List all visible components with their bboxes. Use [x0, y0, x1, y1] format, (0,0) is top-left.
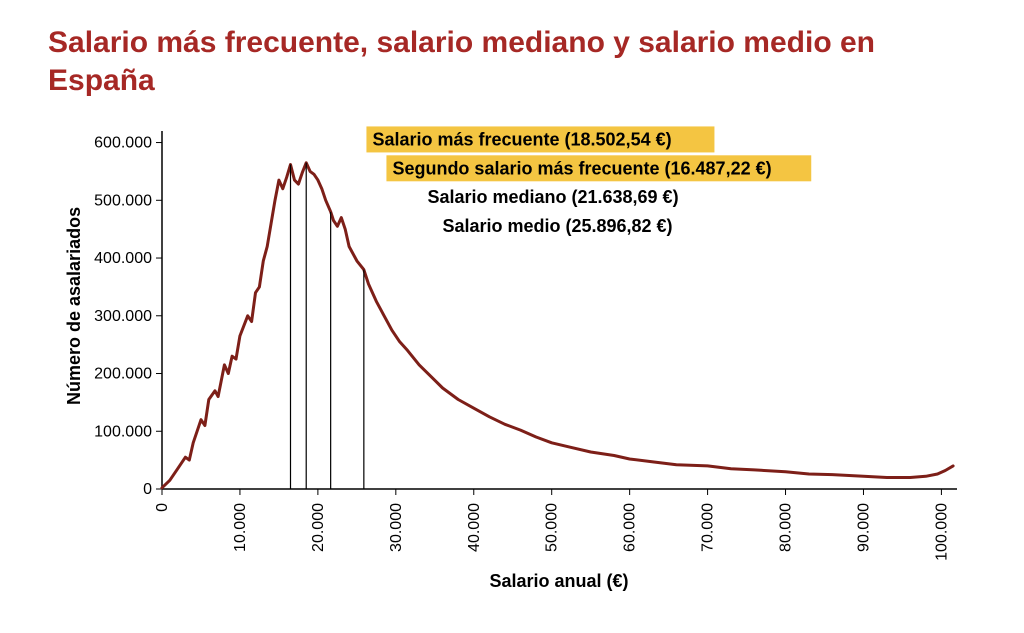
y-tick-label: 500.000 — [94, 192, 152, 209]
y-tick-label: 600.000 — [94, 135, 152, 152]
distribution-line — [162, 163, 953, 488]
x-tick-label: 80.000 — [778, 503, 795, 552]
annotation-label: Salario mediano (21.638,69 €) — [427, 187, 678, 207]
annotation-label: Segundo salario más frecuente (16.487,22… — [392, 158, 771, 178]
x-axis-ticks: 0 10.000 20.000 30.000 40.000 50.000 60.000 70.… — [154, 489, 950, 561]
x-tick-label: 90.000 — [855, 503, 872, 552]
x-tick-label: 40.000 — [466, 503, 483, 552]
x-tick-label: 70.000 — [700, 503, 717, 552]
y-tick-label: 100.000 — [94, 423, 152, 440]
y-tick-label: 0 — [143, 481, 152, 498]
x-tick-label: 50.000 — [544, 503, 561, 552]
x-tick-label: 30.000 — [388, 503, 405, 552]
annotation-label: Salario medio (25.896,82 €) — [442, 216, 672, 236]
y-tick-label: 200.000 — [94, 366, 152, 383]
x-tick-label: 100.000 — [933, 503, 950, 561]
x-tick-label: 60.000 — [622, 503, 639, 552]
x-axis-label: Salario anual (€) — [490, 571, 629, 591]
y-tick-label: 400.000 — [94, 250, 152, 267]
x-tick-label: 20.000 — [310, 503, 327, 552]
x-tick-label: 10.000 — [232, 503, 249, 552]
annotation-label: Salario más frecuente (18.502,54 €) — [372, 129, 671, 149]
x-tick-label: 0 — [154, 503, 171, 512]
y-axis-ticks: 0 100.000 200.000 300.000 400.000 500.000 600.… — [94, 135, 162, 498]
salary-distribution-chart: 0 100.000 200.000 300.000 400.000 500.000 600.… — [52, 117, 972, 597]
y-tick-label: 300.000 — [94, 308, 152, 325]
annotations: Salario más frecuente (18.502,54 €) Segun… — [366, 126, 811, 236]
page-title: Salario más frecuente, salario mediano y… — [48, 24, 928, 99]
y-axis-label: Número de asalariados — [64, 207, 84, 405]
